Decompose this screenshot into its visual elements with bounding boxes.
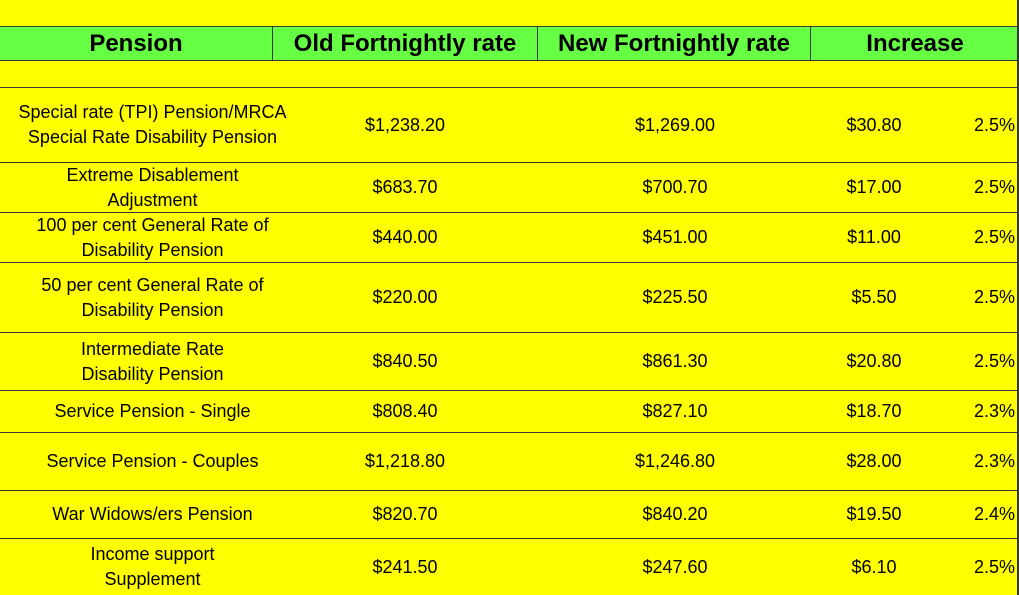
pension-name: Income support Supplement — [90, 544, 215, 589]
table-header: Pension Old Fortnightly rate New Fortnig… — [0, 26, 1019, 61]
row-divider — [0, 390, 1019, 391]
increase-percent: 2.5% — [973, 227, 1015, 247]
table-row: Special rate (TPI) Pension/MRCA Special … — [0, 88, 1019, 162]
increase-amount: $18.70 — [846, 401, 902, 421]
old-rate: $241.50 — [372, 556, 438, 577]
new-rate: $1,269.00 — [634, 114, 716, 135]
new-rate: $1,246.80 — [634, 451, 716, 471]
table-row: War Widows/ers Pension $820.70 $840.20 $… — [0, 491, 1019, 538]
new-rate: $247.60 — [642, 556, 708, 577]
header-new-rate: New Fortnightly rate — [538, 27, 811, 60]
old-rate: $1,218.80 — [364, 451, 446, 471]
table-row: 100 per cent General Rate of Disability … — [0, 213, 1019, 262]
table-row: Service Pension - Single $808.40 $827.10… — [0, 391, 1019, 432]
increase-amount: $6.10 — [851, 556, 897, 577]
pension-name: War Widows/ers Pension — [52, 504, 253, 524]
increase-percent: 2.4% — [973, 504, 1015, 524]
old-rate: $683.70 — [372, 177, 438, 197]
new-rate: $827.10 — [642, 401, 708, 421]
pension-name: 50 per cent General Rate of Disability P… — [41, 274, 264, 320]
increase-percent: 2.5% — [973, 114, 1015, 135]
increase-amount: $19.50 — [846, 504, 902, 524]
row-divider — [0, 332, 1019, 333]
row-divider — [0, 538, 1019, 539]
table-row: 50 per cent General Rate of Disability P… — [0, 263, 1019, 332]
row-divider — [0, 432, 1019, 433]
increase-percent: 2.3% — [973, 401, 1015, 421]
header-pension: Pension — [0, 27, 273, 60]
header-old-rate: Old Fortnightly rate — [273, 27, 538, 60]
new-rate: $700.70 — [642, 177, 708, 197]
old-rate: $440.00 — [372, 227, 438, 247]
old-rate: $220.00 — [372, 287, 438, 307]
row-divider — [0, 490, 1019, 491]
new-rate: $225.50 — [642, 287, 708, 307]
new-rate: $451.00 — [642, 227, 708, 247]
row-divider — [0, 212, 1019, 213]
row-divider — [0, 87, 1019, 88]
increase-percent: 2.3% — [973, 451, 1015, 471]
increase-percent: 2.5% — [973, 287, 1015, 307]
table-row: Income support Supplement $241.50 $247.6… — [0, 539, 1019, 595]
new-rate: $840.20 — [642, 504, 708, 524]
increase-amount: $11.00 — [847, 227, 901, 247]
increase-amount: $20.80 — [846, 351, 902, 371]
old-rate: $808.40 — [372, 401, 438, 421]
sheet-right-border — [1017, 0, 1019, 595]
pension-name: Special rate (TPI) Pension/MRCA Special … — [18, 102, 287, 147]
table-row: Service Pension - Couples $1,218.80 $1,2… — [0, 433, 1019, 490]
increase-amount: $17.00 — [846, 177, 902, 197]
new-rate: $861.30 — [642, 351, 708, 371]
old-rate: $820.70 — [372, 504, 438, 524]
old-rate: $1,238.20 — [364, 114, 446, 135]
increase-amount: $5.50 — [851, 287, 897, 307]
increase-amount: $30.80 — [846, 114, 902, 135]
old-rate: $840.50 — [372, 351, 438, 371]
table-row: Extreme Disablement Adjustment $683.70 $… — [0, 163, 1019, 212]
pension-name: Extreme Disablement Adjustment — [66, 164, 239, 210]
increase-percent: 2.5% — [973, 177, 1015, 197]
increase-percent: 2.5% — [973, 351, 1015, 371]
pension-name: Service Pension - Couples — [46, 451, 259, 471]
row-divider — [0, 262, 1019, 263]
increase-amount: $28.00 — [846, 451, 902, 471]
increase-percent: 2.5% — [973, 556, 1015, 577]
header-increase: Increase — [866, 30, 964, 57]
pension-name: Intermediate Rate Disability Pension — [80, 338, 225, 384]
row-divider — [0, 162, 1019, 163]
table-row: Intermediate Rate Disability Pension $84… — [0, 333, 1019, 390]
pension-name: Service Pension - Single — [54, 401, 251, 421]
pension-name: 100 per cent General Rate of Disability … — [36, 214, 269, 260]
